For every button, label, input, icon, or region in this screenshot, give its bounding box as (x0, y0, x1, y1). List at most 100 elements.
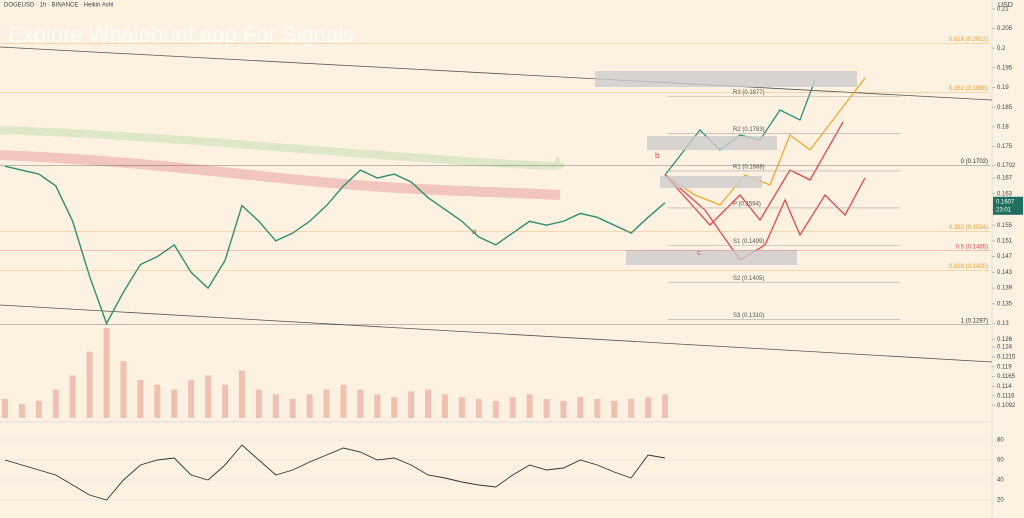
projection-down (664, 174, 866, 261)
volume-bar (458, 397, 465, 418)
price-badge-label: 0.1607 (996, 199, 1015, 205)
y-tick-label: 0.163 (997, 191, 1013, 197)
volume-bar (86, 351, 93, 418)
wave-label: b (655, 151, 660, 160)
pivot-label: S2 (0.1405) (733, 276, 764, 282)
y-tick-label: 0.151 (997, 239, 1013, 245)
volume-bar (272, 394, 279, 418)
volume-bar (425, 389, 432, 418)
zone (595, 71, 857, 87)
pivot-label: P (0.1594) (733, 201, 761, 207)
y-tick-label: 0.18 (997, 124, 1009, 130)
volume-bar (526, 394, 533, 418)
ma-band (0, 126, 565, 170)
y-tick-label: 0.19 (997, 85, 1009, 91)
volume-bar (52, 389, 59, 418)
volume-bar (492, 400, 499, 418)
volume-bar (306, 394, 313, 418)
y-tick-label: 0.143 (997, 270, 1013, 276)
volume-bar (35, 400, 42, 418)
zone (626, 250, 797, 265)
fib-label: 0.382 (0.1888) (949, 86, 988, 92)
y-tick-label: 0.1116 (997, 393, 1015, 399)
volume-bar (645, 397, 652, 418)
volume-bar (2, 399, 8, 418)
volume-bar (340, 384, 347, 418)
currency: USD (998, 2, 1013, 9)
volume-bar (543, 399, 550, 418)
y-tick-label: 0.2 (997, 46, 1006, 52)
volume-bar (323, 389, 330, 418)
y-tick-label: 0.114 (997, 384, 1012, 390)
wave-label: c (697, 248, 701, 257)
volume-bar (357, 389, 364, 418)
fib-label: 0.618 (0.2012) (949, 37, 988, 43)
fib-label: 1 (0.1297) (961, 318, 988, 324)
y-tick-label: 0.195 (997, 65, 1013, 71)
chart-title: DOGEUSD · 1h · BINANCE · Heikin Ashi (4, 3, 113, 9)
volume-bar (560, 400, 567, 418)
volume-bar (577, 397, 584, 418)
rsi-tick-label: 40 (997, 478, 1004, 484)
y-tick-label: 0.1165 (997, 374, 1016, 380)
price-line (4, 165, 666, 326)
pivot-label: S1 (0.1499) (733, 239, 764, 245)
countdown: 23:01 (996, 207, 1012, 213)
y-tick-label: 0.185 (997, 105, 1013, 111)
volume-bar (238, 370, 245, 418)
pivot-label: S3 (0.1310) (733, 313, 764, 319)
fib-label: 0 (0.1702) (961, 159, 988, 165)
volume-bar (205, 375, 212, 418)
y-tick-label: 0.13 (997, 321, 1009, 327)
volume-bar (69, 375, 76, 418)
volume-bar (103, 328, 110, 418)
y-tick-label: 0.205 (997, 26, 1013, 32)
volume-bar (662, 394, 668, 418)
fib-label: 0.618 (0.1435) (949, 264, 988, 270)
rsi-tick-label: 20 (997, 498, 1004, 504)
pivot-label: R3 (0.1877) (733, 90, 765, 96)
volume-bar (442, 394, 448, 418)
fib-label: 0.382 (0.1534) (949, 225, 988, 231)
zone (647, 136, 777, 150)
y-tick-label: 0.147 (997, 254, 1013, 260)
y-tick-label: 0.175 (997, 144, 1013, 150)
volume-bar (475, 399, 482, 418)
channel-top (0, 46, 993, 101)
volume-bar (255, 389, 262, 418)
y-tick-label: 0.1215 (997, 354, 1016, 360)
rsi-line (4, 444, 666, 501)
y-tick-label: 0.119 (997, 364, 1012, 370)
volume-bar (154, 384, 161, 418)
volume-bar (408, 391, 415, 418)
ma-band (0, 150, 561, 200)
fib-label: 0.5 (0.1485) (956, 244, 988, 250)
pivot-label: R2 (0.1783) (733, 127, 765, 133)
y-tick-label: 0.1702 (997, 163, 1016, 169)
volume-bar (222, 384, 228, 418)
volume-bar (137, 380, 144, 418)
y-tick-label: 0.135 (997, 301, 1013, 307)
y-tick-label: 0.167 (997, 176, 1013, 182)
volume-bar (289, 399, 296, 418)
watermark: Explore Whalehunt.app For Signals (8, 22, 354, 47)
y-tick-label: 0.21 (997, 7, 1009, 13)
volume-bar (628, 399, 635, 418)
volume-bar (509, 397, 516, 418)
volume-bar (611, 400, 618, 418)
y-tick-label: 0.126 (997, 337, 1013, 343)
zone (660, 176, 762, 188)
volume-bar (171, 389, 178, 418)
volume-bar (594, 399, 601, 418)
price-badge (993, 196, 1023, 215)
y-tick-label: 0.1092 (997, 403, 1016, 409)
volume-bar (188, 380, 195, 418)
y-tick-label: 0.124 (997, 345, 1013, 351)
channel-bottom (0, 304, 993, 363)
projection-alt (664, 121, 844, 226)
volume-bar (120, 361, 127, 418)
rsi-tick-label: 60 (997, 458, 1004, 464)
volume-bar (374, 394, 381, 418)
volume-bar (391, 397, 398, 418)
